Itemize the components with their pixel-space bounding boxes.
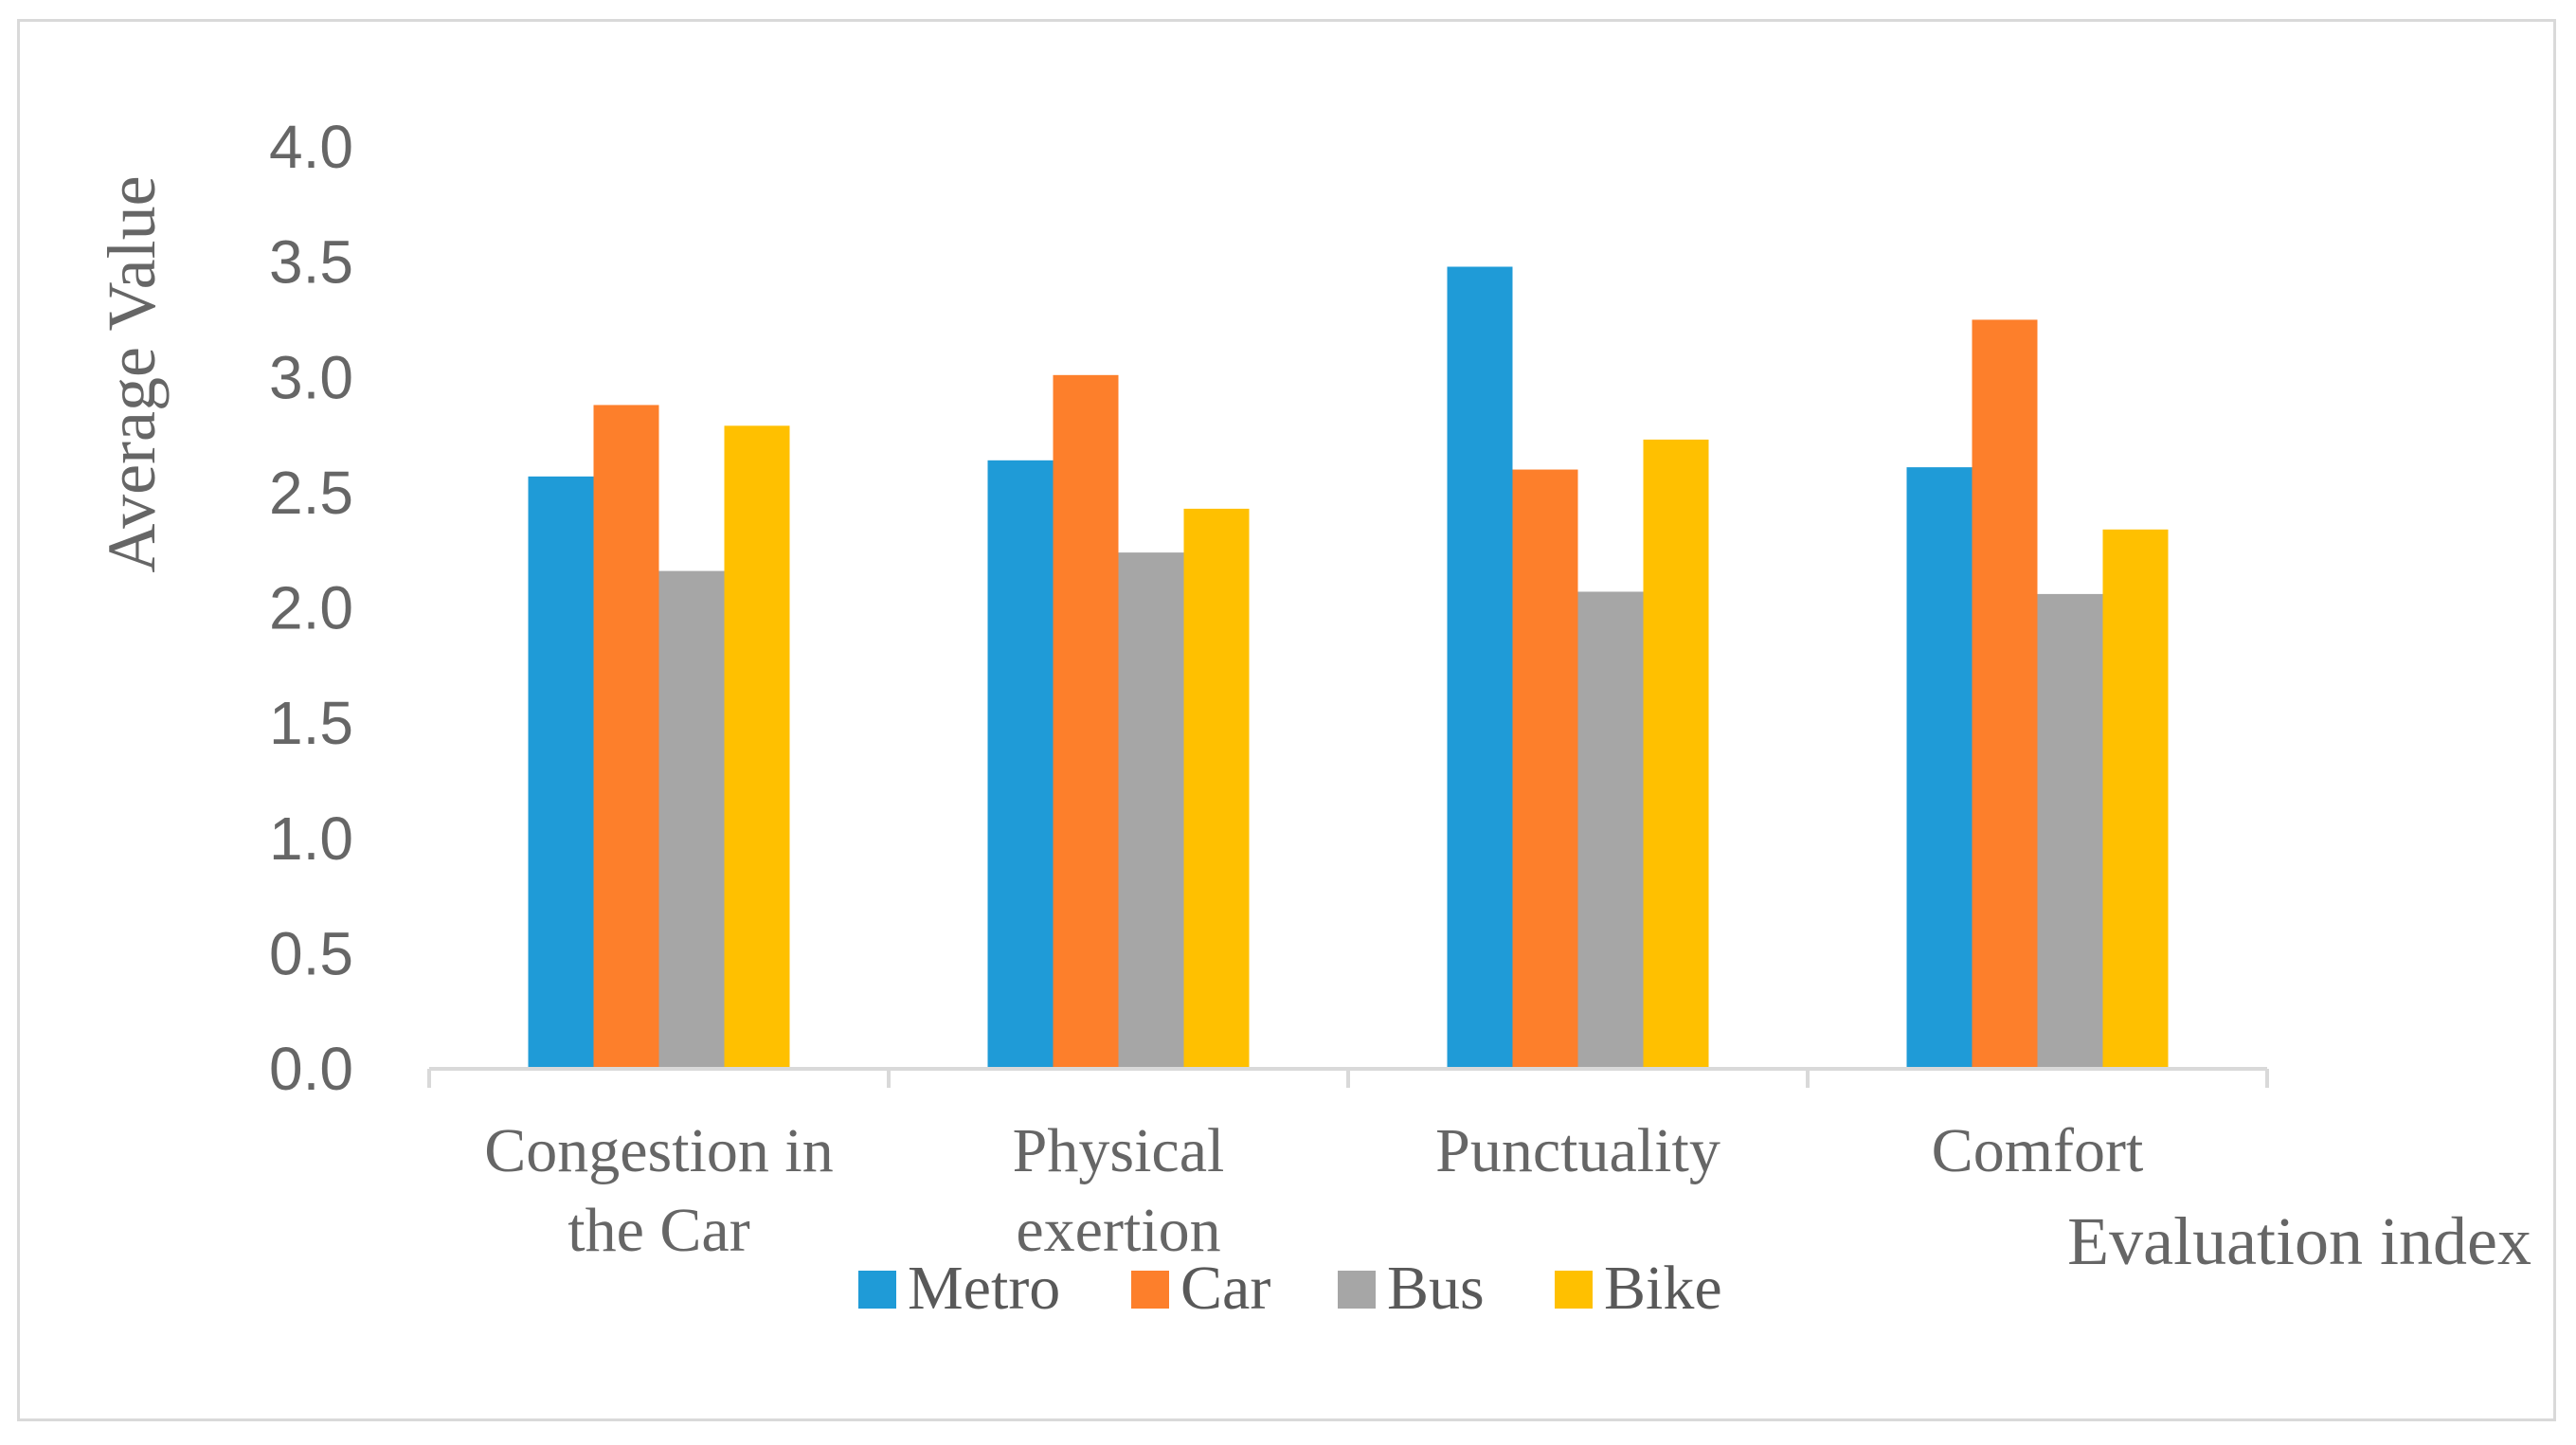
bar-metro xyxy=(528,476,594,1069)
x-category-label: Punctuality xyxy=(1435,1116,1720,1185)
legend-label-bike: Bike xyxy=(1604,1254,1722,1323)
x-category-label: Physical exertion xyxy=(1013,1116,1225,1265)
legend-swatch-bike xyxy=(1555,1271,1593,1309)
legend-label-bus: Bus xyxy=(1387,1254,1485,1323)
y-tick-label: 2.0 xyxy=(269,574,353,642)
bar-bike xyxy=(724,425,790,1069)
y-tick-label: 4.0 xyxy=(269,113,353,181)
bar-bus xyxy=(1118,552,1184,1069)
bar-bike xyxy=(2102,529,2169,1069)
y-tick-label: 0.0 xyxy=(269,1035,353,1103)
y-tick-label: 1.5 xyxy=(269,689,353,757)
legend-label-car: Car xyxy=(1180,1254,1270,1323)
y-axis-title: Average Value xyxy=(94,175,170,572)
bar-car xyxy=(1512,469,1578,1069)
x-category-label: Congestion in the Car xyxy=(484,1116,834,1265)
legend-swatch-car xyxy=(1131,1271,1169,1309)
y-axis-ticks: 0.0 0.5 1.0 1.5 2.0 2.5 3.0 3.5 4.0 xyxy=(269,113,353,1103)
x-category-label: Comfort xyxy=(1932,1116,2144,1185)
bar-bike xyxy=(1643,439,1709,1069)
bar-bus xyxy=(1577,591,1644,1069)
bar-car xyxy=(1053,374,1119,1069)
bar-bus xyxy=(2037,593,2103,1069)
bars xyxy=(528,266,2169,1069)
y-tick-label: 0.5 xyxy=(269,919,353,987)
y-tick-label: 3.0 xyxy=(269,343,353,411)
x-axis-title: Evaluation index xyxy=(2067,1203,2531,1279)
x-axis-category-labels: Congestion in the Car Physical exertion Punc… xyxy=(484,1116,2143,1265)
bar-car xyxy=(1972,319,2038,1069)
bar-car xyxy=(593,405,659,1069)
bar-bus xyxy=(658,570,725,1069)
legend-swatch-bus xyxy=(1338,1271,1376,1309)
bar-metro xyxy=(1906,467,1973,1069)
y-tick-label: 2.5 xyxy=(269,459,353,527)
bar-bike xyxy=(1183,508,1250,1069)
x-axis xyxy=(427,1067,2269,1088)
y-tick-label: 3.5 xyxy=(269,228,353,297)
legend-swatch-metro xyxy=(858,1271,896,1309)
legend-label-metro: Metro xyxy=(908,1254,1060,1323)
legend: Metro Car Bus Bike xyxy=(858,1254,1722,1323)
bar-metro xyxy=(987,460,1054,1069)
bar-metro xyxy=(1447,266,1513,1069)
y-tick-label: 1.0 xyxy=(269,804,353,873)
